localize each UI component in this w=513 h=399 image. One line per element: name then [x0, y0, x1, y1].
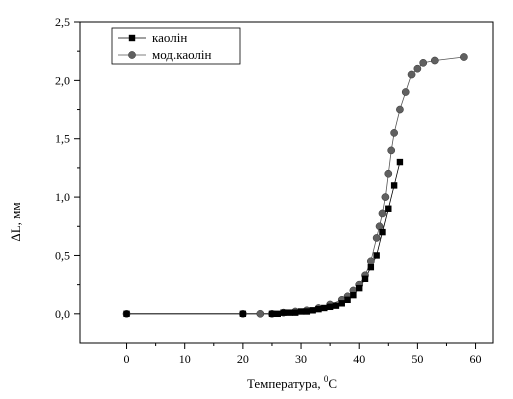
x-tick-label: 0	[124, 352, 130, 366]
x-tick-label: 50	[411, 352, 423, 366]
legend-label: каолін	[152, 30, 187, 45]
series-line	[126, 56, 464, 315]
data-point	[460, 53, 468, 61]
x-axis-title: Температура, 0C	[247, 374, 337, 391]
y-tick-label: 0,5	[55, 248, 70, 262]
legend-label: мод.каолін	[152, 47, 212, 62]
x-tick-label: 40	[353, 352, 365, 366]
plot-frame	[79, 21, 494, 344]
data-point	[332, 302, 340, 309]
data-point	[303, 308, 311, 315]
data-point	[309, 307, 316, 314]
y-tick-label: 1,5	[55, 132, 70, 146]
data-point	[315, 305, 322, 313]
x-tick-label: 20	[237, 352, 249, 366]
y-tick-label: 2,5	[55, 15, 70, 29]
data-point	[356, 284, 363, 292]
data-point	[280, 309, 287, 316]
data-point	[373, 252, 380, 259]
data-point	[396, 105, 404, 114]
data-point	[401, 88, 410, 96]
series-layer	[122, 53, 468, 318]
legend: каолін мод.каолін	[111, 27, 241, 65]
data-point	[413, 64, 422, 73]
data-point	[292, 309, 299, 316]
legend-marker	[128, 34, 136, 42]
data-point	[350, 291, 357, 299]
x-tick-label: 30	[295, 352, 307, 366]
x-tick-label: 60	[470, 352, 482, 366]
data-point	[361, 275, 369, 282]
data-point	[396, 158, 404, 166]
legend-marker	[128, 51, 136, 59]
data-point	[338, 300, 345, 307]
data-point	[407, 70, 416, 79]
data-point	[297, 308, 305, 315]
data-point	[381, 193, 390, 201]
y-axis-title: ΔL, мм	[8, 202, 23, 241]
data-point	[384, 169, 393, 178]
data-point	[379, 228, 386, 236]
data-point	[387, 146, 396, 155]
data-point	[430, 56, 439, 65]
data-point	[239, 310, 247, 318]
axis-ticks: 0 10 20 30 40 50 60 0,0 0,5 1,0 1,5 2,0 2,5	[55, 15, 482, 366]
data-point	[385, 205, 392, 212]
data-point	[286, 309, 293, 316]
data-point	[375, 222, 384, 231]
x-tick-label: 10	[179, 352, 191, 366]
data-point	[268, 310, 276, 318]
data-point	[378, 209, 387, 218]
data-point	[372, 234, 381, 242]
y-tick-label: 2,0	[55, 73, 70, 87]
data-point	[366, 257, 375, 266]
y-tick-label: 1,0	[55, 190, 70, 204]
data-point	[344, 296, 351, 304]
data-point	[256, 309, 265, 318]
data-point	[274, 310, 281, 318]
data-point	[321, 304, 328, 312]
data-point	[367, 263, 375, 271]
data-point	[390, 182, 398, 189]
data-point	[123, 310, 130, 318]
y-tick-label: 0,0	[55, 307, 70, 321]
data-point	[419, 59, 428, 67]
data-point	[326, 303, 334, 311]
data-point	[390, 129, 398, 137]
